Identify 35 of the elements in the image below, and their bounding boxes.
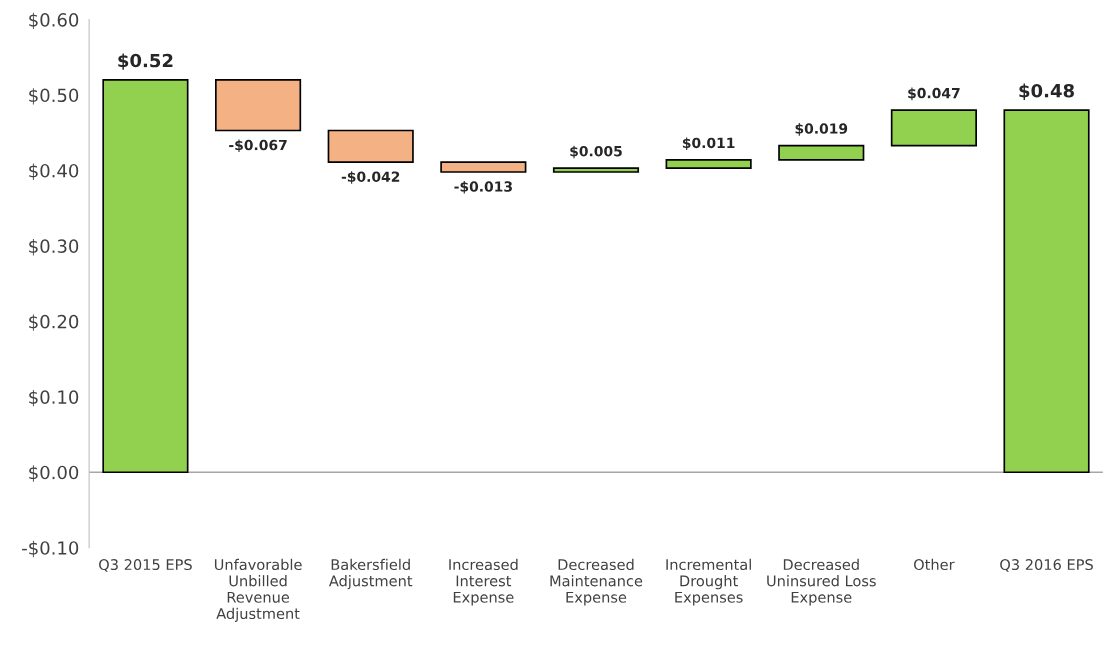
bar xyxy=(215,79,302,132)
data-label: $0.005 xyxy=(570,145,622,159)
bar xyxy=(102,79,189,474)
y-tick-label: $0.30 xyxy=(29,239,79,256)
x-tick-label: Q3 2015 EPS xyxy=(99,559,192,572)
x-tick-label: Increased Interest Expense xyxy=(449,558,518,606)
data-label: -$0.042 xyxy=(341,171,400,184)
x-tick-label: Incremental Drought Expenses xyxy=(666,558,751,606)
bar xyxy=(327,129,414,163)
data-label: $0.047 xyxy=(908,87,960,101)
y-tick-label: -$0.10 xyxy=(22,540,79,558)
x-tick-label: Other xyxy=(914,558,955,571)
y-tick-label: $0.10 xyxy=(29,389,79,407)
x-tick-label: Decreased Uninsured Loss Expense xyxy=(767,558,876,606)
y-tick-label: $0.60 xyxy=(29,12,79,30)
y-tick-label: $0.20 xyxy=(29,314,79,331)
data-label: $0.52 xyxy=(118,53,173,70)
bar xyxy=(778,144,865,161)
bar xyxy=(1003,109,1090,474)
x-tick-label: Decreased Maintenance Expense xyxy=(550,558,643,606)
data-label: -$0.067 xyxy=(229,139,287,153)
bar xyxy=(665,159,752,170)
x-tick-label: Bakersfield Adjustment xyxy=(328,558,413,590)
y-tick-label: $0.40 xyxy=(29,163,79,180)
x-tick-label: Q3 2016 EPS xyxy=(1000,559,1093,572)
data-label: -$0.013 xyxy=(454,181,512,194)
y-tick-label: $0.50 xyxy=(29,88,79,105)
bar xyxy=(552,167,640,173)
bar xyxy=(890,109,977,147)
x-tick-label: Unfavorable Unbilled Revenue Adjustment xyxy=(214,558,302,622)
data-label: $0.011 xyxy=(682,137,735,150)
data-label: $0.48 xyxy=(1019,83,1074,100)
bar xyxy=(440,161,527,173)
data-label: $0.019 xyxy=(795,123,848,136)
y-tick-label: $0.00 xyxy=(29,465,79,482)
